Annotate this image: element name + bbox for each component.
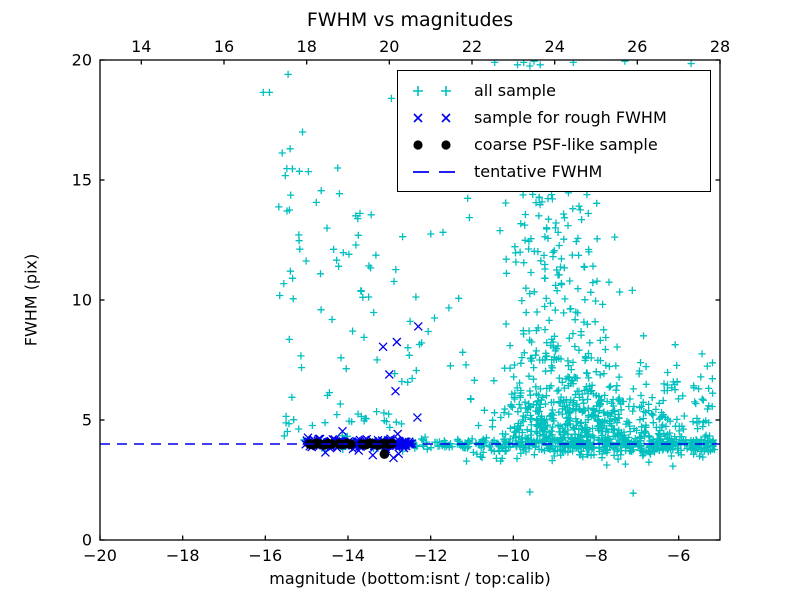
y-tick-label: 0 xyxy=(82,531,92,550)
legend-entry-rough-fwhm: sample for rough FWHM xyxy=(406,104,710,131)
tick-labels: −20 −18 −16 −14 −12 −10 −8 −6 14 16 18 20 22 24 26 28 0 5… xyxy=(72,37,731,565)
x-top-tick-label: 24 xyxy=(545,37,565,56)
plot-data-layer xyxy=(100,60,720,497)
x-top-tick-label: 16 xyxy=(214,37,234,56)
x-bottom-tick-label: −14 xyxy=(331,546,365,565)
legend-label: sample for rough FWHM xyxy=(474,108,667,127)
x-top-tick-label: 22 xyxy=(462,37,482,56)
chart-title: FWHM vs magnitudes xyxy=(306,9,514,31)
legend: all sample sample for rough FWHM coarse … xyxy=(397,70,711,192)
x-top-tick-label: 20 xyxy=(379,37,399,56)
y-tick-label: 20 xyxy=(72,51,92,70)
legend-label: tentative FWHM xyxy=(474,162,603,181)
y-tick-label: 15 xyxy=(72,171,92,190)
dash-line-icon xyxy=(413,170,455,173)
x-bottom-tick-label: −16 xyxy=(248,546,282,565)
x-bottom-tick-label: −6 xyxy=(667,546,691,565)
tick-marks xyxy=(99,59,721,541)
x-top-tick-label: 18 xyxy=(297,37,317,56)
y-axis-label: FWHM (pix) xyxy=(21,253,41,347)
x-top-tick-label: 28 xyxy=(710,37,730,56)
legend-label: coarse PSF-like sample xyxy=(474,135,658,154)
legend-label: all sample xyxy=(474,81,556,100)
x-top-tick-label: 26 xyxy=(627,37,647,56)
x-marker-icon xyxy=(413,112,451,123)
x-top-tick-label: 14 xyxy=(131,37,151,56)
plus-marker-icon xyxy=(413,85,451,96)
dot-marker-icon xyxy=(413,139,451,150)
legend-entry-all-sample: all sample xyxy=(406,77,710,104)
x-bottom-tick-label: −18 xyxy=(166,546,200,565)
y-tick-label: 10 xyxy=(72,291,92,310)
x-bottom-tick-label: −20 xyxy=(83,546,117,565)
x-bottom-tick-label: −10 xyxy=(496,546,530,565)
legend-entry-psf-like: coarse PSF-like sample xyxy=(406,131,710,158)
x-axis-label: magnitude (bottom:isnt / top:calib) xyxy=(269,569,551,588)
x-bottom-tick-label: −8 xyxy=(584,546,608,565)
x-bottom-tick-label: −12 xyxy=(414,546,448,565)
y-tick-label: 5 xyxy=(82,411,92,430)
series-plus-markers xyxy=(259,60,719,497)
legend-entry-tentative-fwhm: tentative FWHM xyxy=(406,158,710,185)
